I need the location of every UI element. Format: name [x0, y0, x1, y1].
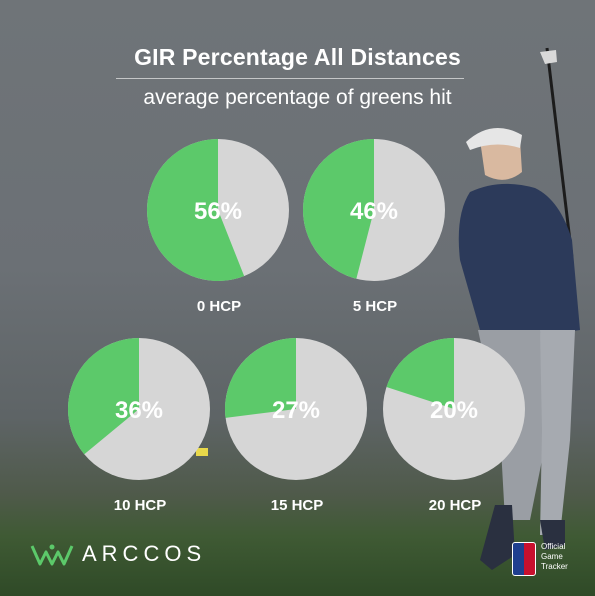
pie-value-label: 46%	[350, 198, 398, 225]
pie-category-label: 0 HCP	[197, 298, 241, 315]
chart-subtitle: average percentage of greens hit	[143, 86, 452, 109]
official-tracker-badge: Official Game Tracker	[512, 542, 581, 576]
pie-value-label: 36%	[115, 397, 163, 424]
chart-title: GIR Percentage All Distances	[134, 44, 461, 70]
pie-2: 46% 5 HCP	[302, 139, 445, 315]
pie-1: 56% 0 HCP	[146, 139, 289, 315]
pie-slice-hit	[67, 338, 139, 455]
pie-value-label: 20%	[430, 397, 478, 424]
title-divider	[116, 78, 464, 79]
pie-3: 36% 10 HCP	[67, 338, 210, 514]
pie-category-label: 5 HCP	[353, 298, 397, 315]
pie-5: 20% 20 HCP	[383, 338, 525, 514]
arccos-crown-icon	[30, 544, 74, 566]
badge-text: Official Game Tracker	[541, 542, 568, 571]
pie-category-label: 10 HCP	[114, 497, 167, 514]
pie-4: 27% 15 HCP	[224, 338, 367, 514]
pie-slice-hit	[302, 139, 374, 279]
pie-category-label: 15 HCP	[271, 497, 324, 514]
pie-slice-hit	[386, 338, 454, 409]
pie-slice-hit	[146, 139, 245, 281]
arccos-brand: ARCCOS	[30, 541, 206, 567]
pie-value-label: 56%	[194, 198, 242, 225]
pga-tour-shield-icon	[512, 542, 536, 576]
pie-value-label: 27%	[272, 397, 320, 424]
pie-category-label: 20 HCP	[429, 497, 482, 514]
brand-name: ARCCOS	[82, 541, 207, 566]
pie-slice-hit	[224, 338, 296, 418]
